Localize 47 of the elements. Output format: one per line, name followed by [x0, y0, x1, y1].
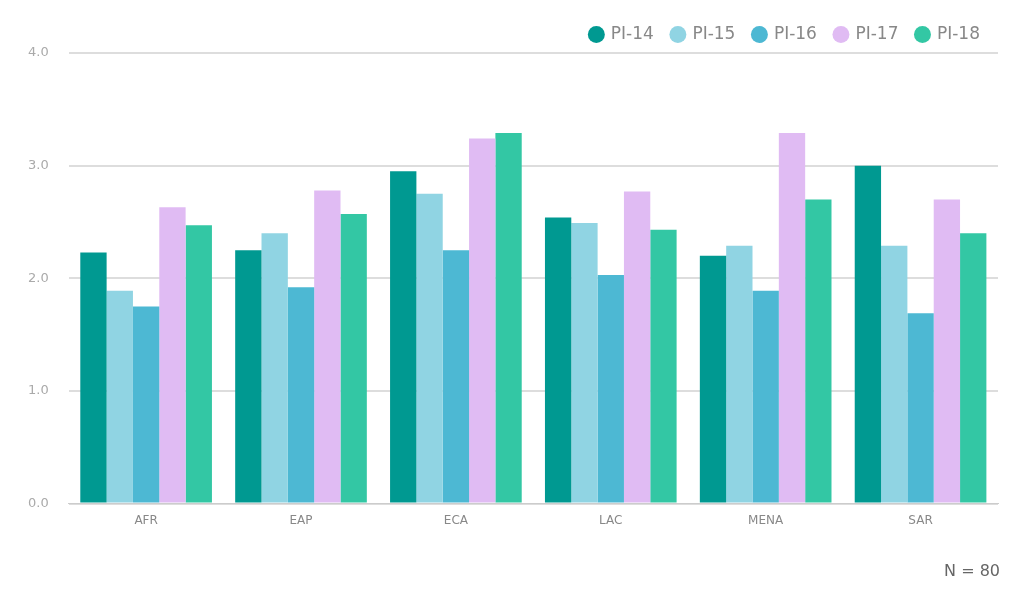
- text: N = 80: [944, 561, 1000, 581]
- legend-label: PI-15: [692, 22, 736, 43]
- bar: [805, 199, 832, 503]
- bar: [960, 233, 987, 503]
- bar: [132, 306, 160, 503]
- x-tick-label: LAC: [599, 512, 623, 527]
- y-tick-label: 1.0: [27, 382, 49, 398]
- bar: [881, 245, 908, 503]
- legend-label: PI-14: [610, 22, 654, 43]
- bar: [650, 229, 677, 503]
- y-tick-label: 3.0: [27, 157, 49, 173]
- x-tick-label: MENA: [748, 512, 785, 527]
- legend-label: PI-17: [855, 22, 899, 43]
- y-tick-label: 4.0: [27, 44, 49, 60]
- bar: [623, 191, 651, 503]
- bar: [159, 207, 186, 503]
- bar: [235, 250, 262, 503]
- bar: [80, 252, 107, 503]
- bar: [390, 171, 417, 503]
- x-tick-label: EAP: [289, 512, 313, 527]
- bar: [544, 217, 572, 503]
- bar: [597, 274, 624, 503]
- y-tick-label: 0.0: [27, 494, 49, 510]
- bar: [752, 290, 779, 503]
- bar: [106, 290, 133, 503]
- bar: [699, 255, 727, 503]
- bar: [340, 214, 367, 503]
- bar: [442, 250, 470, 503]
- bar: [469, 138, 496, 503]
- x-tick-label: AFR: [134, 512, 158, 527]
- bar: [495, 132, 522, 503]
- bar: [416, 193, 443, 503]
- bar: [287, 287, 315, 503]
- y-tick-label: 2.0: [27, 269, 49, 285]
- bar: [571, 223, 598, 503]
- bar: [726, 245, 753, 503]
- bar: [185, 225, 212, 503]
- legend-label: PI-16: [773, 22, 817, 43]
- bar: [854, 165, 882, 503]
- bar: [314, 190, 341, 503]
- legend-label: PI-18: [936, 22, 980, 43]
- bar: [261, 233, 288, 503]
- bar: [933, 199, 961, 503]
- bar: [778, 132, 806, 503]
- x-tick-label: SAR: [908, 512, 933, 527]
- x-tick-label: ECA: [443, 512, 469, 527]
- bar: [907, 313, 934, 503]
